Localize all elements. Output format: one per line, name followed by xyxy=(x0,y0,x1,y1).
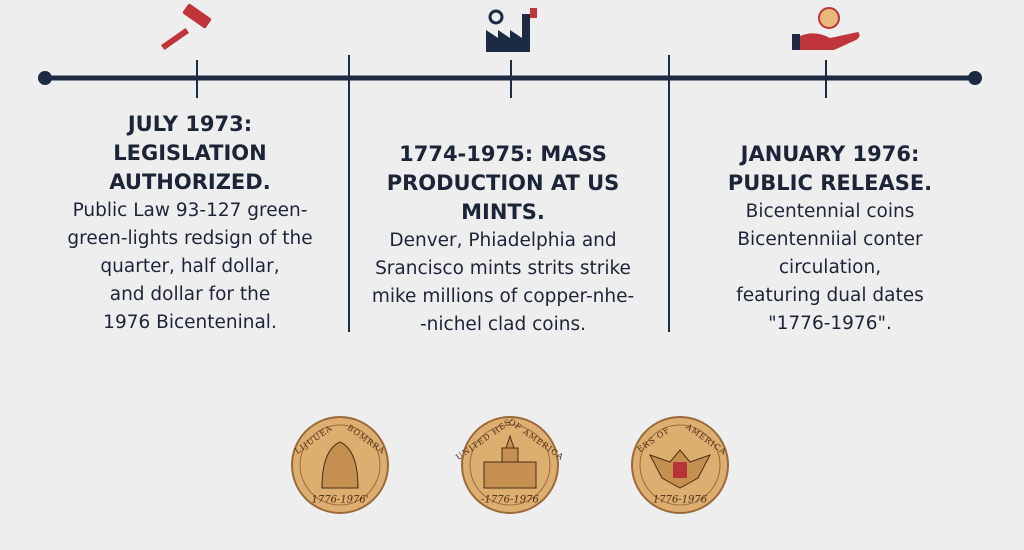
factory-icon xyxy=(486,8,537,52)
event-title: PRODUCTION AT US xyxy=(387,171,620,195)
event-title: LEGISLATION xyxy=(113,141,266,165)
event-body: Bicentennial coins xyxy=(746,201,915,222)
event-body: quarter, half dollar, xyxy=(100,256,279,277)
event-body: mike millions of copper-nhe- xyxy=(372,286,634,307)
event-body: and dollar for the xyxy=(110,284,271,305)
event-body: Bicentenniial conter xyxy=(737,229,923,250)
timeline-end xyxy=(968,71,982,85)
event-title: JANUARY 1976: xyxy=(739,142,920,166)
event-title: PUBLIC RELEASE. xyxy=(728,171,932,195)
event-body: featuring dual dates xyxy=(736,285,923,306)
hand-coin-icon xyxy=(792,7,860,50)
event-body: green-lights redsign of the xyxy=(67,228,312,249)
coin-date: 1776-1976 xyxy=(653,495,708,506)
event-body: Srancisco mints strits strike xyxy=(375,258,631,279)
coin-date: 1776-1976' xyxy=(311,495,368,506)
event-body: circulation, xyxy=(779,257,881,278)
event-body: "1776-1976". xyxy=(768,313,892,334)
event-body: Public Law 93-127 green- xyxy=(73,200,308,221)
event-title: 1774-1975: MASS xyxy=(399,142,607,166)
event-title: JULY 1973: xyxy=(126,112,252,136)
coin-date: -1776-1976 xyxy=(481,495,539,506)
event-body: -nichel clad coins. xyxy=(420,314,586,335)
event-body: Denver, Phiadelphia and xyxy=(389,230,616,251)
coin xyxy=(461,416,559,514)
coin xyxy=(291,416,389,514)
gavel-icon xyxy=(160,3,212,51)
event-body: 1976 Bicenteninal. xyxy=(103,312,277,333)
timeline-end xyxy=(38,71,52,85)
coin xyxy=(631,416,729,514)
event-title: MINTS. xyxy=(461,200,545,224)
event-title: AUTHORIZED. xyxy=(109,170,270,194)
